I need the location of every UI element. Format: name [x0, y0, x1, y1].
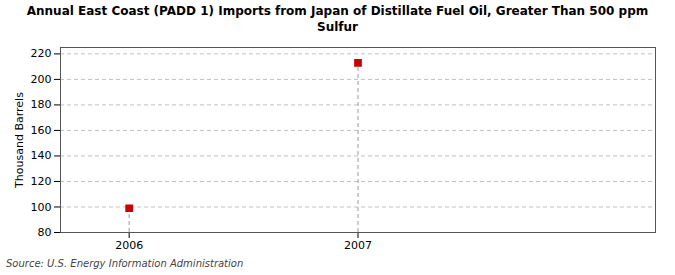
- svg-text:140: 140: [31, 150, 52, 163]
- svg-text:220: 220: [31, 48, 52, 61]
- html-text:Annual East Coast (PADD 1) Imp: Annual East Coast (PADD 1) Imports from …: [26, 4, 649, 34]
- svg-text:Thousand Barrels: Thousand Barrels: [13, 92, 26, 189]
- svg-text:120: 120: [31, 175, 52, 188]
- svg-text:160: 160: [31, 124, 52, 137]
- svg-text:80: 80: [38, 226, 52, 239]
- svg-text:2006: 2006: [115, 239, 143, 252]
- svg-text:180: 180: [31, 99, 52, 112]
- svg-text:2007: 2007: [344, 239, 372, 252]
- svg-text:200: 200: [31, 73, 52, 86]
- svg-text:100: 100: [31, 201, 52, 214]
- html-text:Source: U.S. Energy Informatio: Source: U.S. Energy Information Administ…: [6, 258, 244, 270]
